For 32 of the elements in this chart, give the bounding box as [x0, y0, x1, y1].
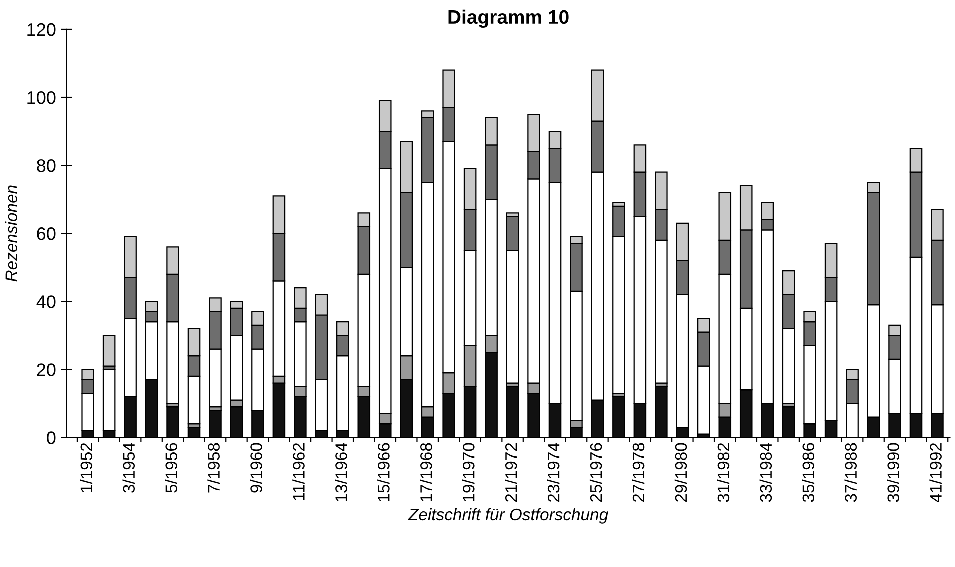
x-tick-label: 29/1980 [674, 443, 688, 502]
chart-title: Diagramm 10 [448, 10, 569, 28]
x-tick-label: 33/1984 [760, 443, 772, 502]
bar [102, 335, 116, 367]
x-tick-label: 7/1958 [208, 443, 220, 493]
y-tick-label: 100 [28, 91, 56, 104]
x-tick-label: 5/1956 [165, 443, 178, 493]
x-tick-label: 3/1954 [122, 443, 136, 493]
y-tick-label: 120 [28, 23, 56, 36]
x-tick-label: 37/1988 [844, 443, 858, 502]
x-tick-label: 27/1978 [632, 443, 645, 502]
y-tick-label: 0 [47, 432, 56, 444]
x-tick-label: 39/1990 [887, 443, 900, 502]
x-tick-label: 13/1964 [335, 443, 348, 502]
x-tick-label: 21/1972 [505, 443, 518, 502]
x-tick-label: 19/1970 [462, 443, 475, 502]
x-tick-label: 35/1986 [802, 443, 815, 502]
x-tick-label: 25/1976 [590, 443, 602, 502]
x-tick-label: 9/1960 [250, 443, 262, 493]
y-tick-label: 80 [37, 160, 56, 172]
y-tick-label: 20 [37, 364, 56, 376]
x-tick-label: 1/1952 [80, 443, 93, 492]
x-axis-title: Zeitschrift für Ostforschung [408, 508, 608, 524]
x-tick-label: 11/1962 [292, 443, 305, 500]
y-tick-label: 60 [37, 228, 56, 240]
y-axis-title: Rezensionen [5, 186, 18, 282]
x-tick-label: 17/1968 [420, 443, 432, 502]
x-tick-label: 31/1982 [717, 443, 730, 502]
y-tick-label: 40 [36, 296, 56, 308]
x-tick-label: 15/1966 [378, 443, 390, 502]
x-tick-label: 41/1992 [930, 443, 942, 502]
x-tick-label: 23/1974 [547, 443, 560, 502]
